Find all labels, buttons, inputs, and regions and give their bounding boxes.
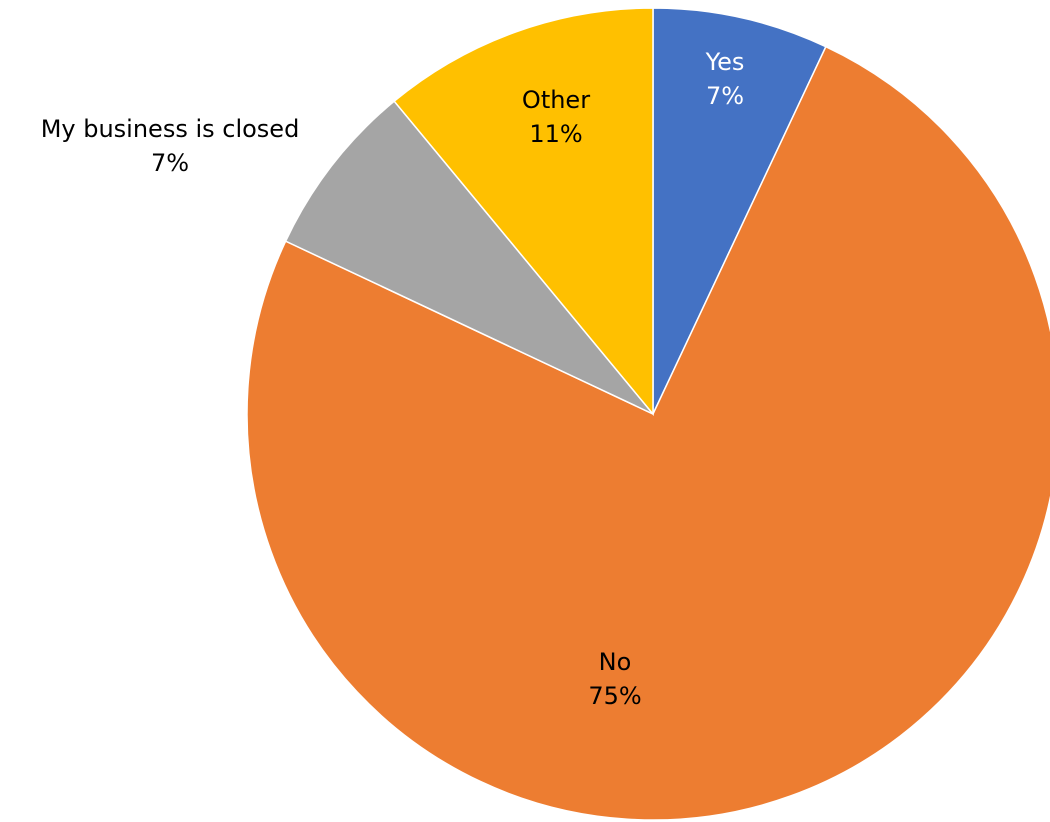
slice-label-yes: Yes bbox=[705, 48, 745, 76]
slice-value-no: 75% bbox=[588, 682, 641, 710]
pie-slice-yes bbox=[652, 7, 827, 415]
slice-value-yes: 7% bbox=[706, 82, 744, 110]
slice-label-my-business-is-closed: My business is closed bbox=[41, 115, 300, 143]
pie-slice-other bbox=[393, 7, 654, 417]
pie-labels: Yes 7% No 75% My business is closed 7% Other 11… bbox=[41, 48, 745, 710]
slice-label-no: No bbox=[599, 648, 632, 676]
pie-slice-no bbox=[246, 45, 1050, 821]
slice-value-my-business-is-closed: 7% bbox=[151, 149, 189, 177]
pie-slices bbox=[246, 7, 1050, 821]
slice-label-other: Other bbox=[522, 86, 590, 114]
pie-slice-my-business-is-closed bbox=[284, 100, 654, 415]
slice-value-other: 11% bbox=[529, 120, 582, 148]
